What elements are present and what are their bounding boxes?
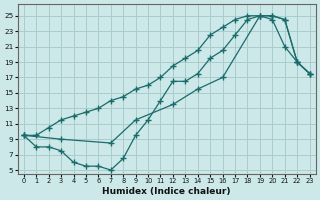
X-axis label: Humidex (Indice chaleur): Humidex (Indice chaleur): [102, 187, 231, 196]
